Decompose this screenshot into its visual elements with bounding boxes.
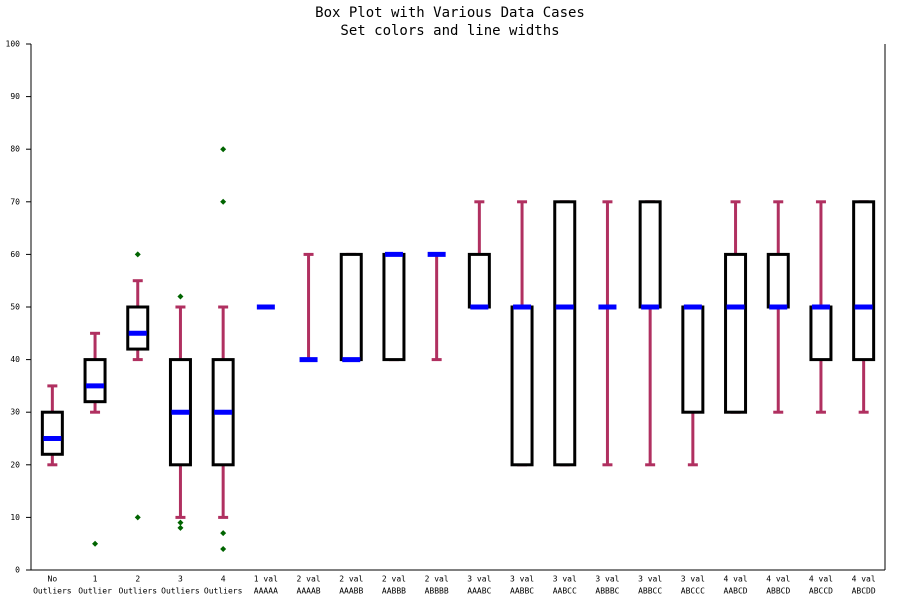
y-tick-label: 90 (10, 92, 20, 101)
x-tick-label: AABCC (553, 587, 577, 596)
y-tick-label: 50 (10, 303, 20, 312)
box (510, 305, 534, 467)
chart-title: Box Plot with Various Data Cases (315, 5, 585, 21)
x-tick-label: AABBB (382, 587, 406, 596)
outlier (220, 530, 227, 537)
x-tick-label: 3 (178, 575, 183, 584)
y-tick-label: 70 (10, 197, 20, 206)
x-tick-label: 4 (221, 575, 226, 584)
outlier (177, 519, 184, 526)
y-tick-label: 0 (15, 566, 20, 575)
x-tick-label: AAAAA (254, 587, 278, 596)
x-tick-label: Outliers (204, 587, 243, 596)
outlier (92, 540, 99, 547)
x-tick-label: ABBBB (425, 587, 449, 596)
x-tick-label: ABCCC (681, 587, 705, 596)
outlier (220, 545, 227, 552)
outlier (220, 198, 227, 205)
x-tick-label: 2 val (425, 575, 449, 584)
y-tick-label: 10 (10, 513, 20, 522)
box (83, 358, 107, 404)
x-tick-label: AABBC (510, 587, 534, 596)
outlier (134, 514, 141, 521)
box (638, 200, 662, 309)
outlier (177, 293, 184, 300)
x-tick-label: 2 val (382, 575, 406, 584)
x-tick-label: AABCD (724, 587, 748, 596)
outlier (177, 524, 184, 531)
box (809, 305, 833, 362)
y-tick-label: 60 (10, 250, 20, 259)
x-tick-label: ABBCC (638, 587, 662, 596)
y-tick-label: 30 (10, 408, 20, 417)
x-tick-label: 4 val (766, 575, 790, 584)
x-tick-label: AAABB (339, 587, 363, 596)
y-tick-label: 80 (10, 145, 20, 154)
y-tick-label: 100 (6, 40, 21, 49)
x-tick-label: AAAAB (297, 587, 321, 596)
x-tick-label: ABCDD (852, 587, 876, 596)
x-tick-label: 4 val (724, 575, 748, 584)
x-tick-label: 3 val (553, 575, 577, 584)
x-tick-label: 1 (93, 575, 98, 584)
box (40, 410, 64, 456)
x-tick-label: Outlier (78, 587, 112, 596)
box (553, 200, 577, 467)
x-tick-label: 3 val (510, 575, 534, 584)
chart-subtitle: Set colors and line widths (340, 23, 559, 39)
x-tick-label: ABBBC (595, 587, 619, 596)
box (339, 252, 363, 362)
box (766, 252, 790, 309)
y-tick-label: 40 (10, 355, 20, 364)
x-tick-label: 3 val (681, 575, 705, 584)
x-tick-label: 2 (135, 575, 140, 584)
x-tick-label: ABCCD (809, 587, 833, 596)
x-tick-label: 3 val (595, 575, 619, 584)
box (852, 200, 876, 362)
x-tick-label: Outliers (33, 587, 72, 596)
x-tick-label: AAABC (467, 587, 491, 596)
x-tick-label: No (48, 575, 58, 584)
box (681, 305, 705, 414)
y-tick-label: 20 (10, 460, 20, 469)
box (126, 305, 150, 351)
x-tick-label: Outliers (161, 587, 200, 596)
x-tick-label: 3 val (467, 575, 491, 584)
x-tick-label: Outliers (118, 587, 157, 596)
box (724, 252, 748, 414)
x-tick-label: 2 val (339, 575, 363, 584)
box (382, 252, 406, 362)
x-tick-label: 2 val (297, 575, 321, 584)
outlier (134, 251, 141, 258)
x-tick-label: ABBCD (766, 587, 790, 596)
outlier (220, 146, 227, 153)
x-tick-label: 3 val (638, 575, 662, 584)
box (467, 252, 491, 309)
x-tick-label: 1 val (254, 575, 278, 584)
x-tick-label: 4 val (809, 575, 833, 584)
x-tick-label: 4 val (852, 575, 876, 584)
